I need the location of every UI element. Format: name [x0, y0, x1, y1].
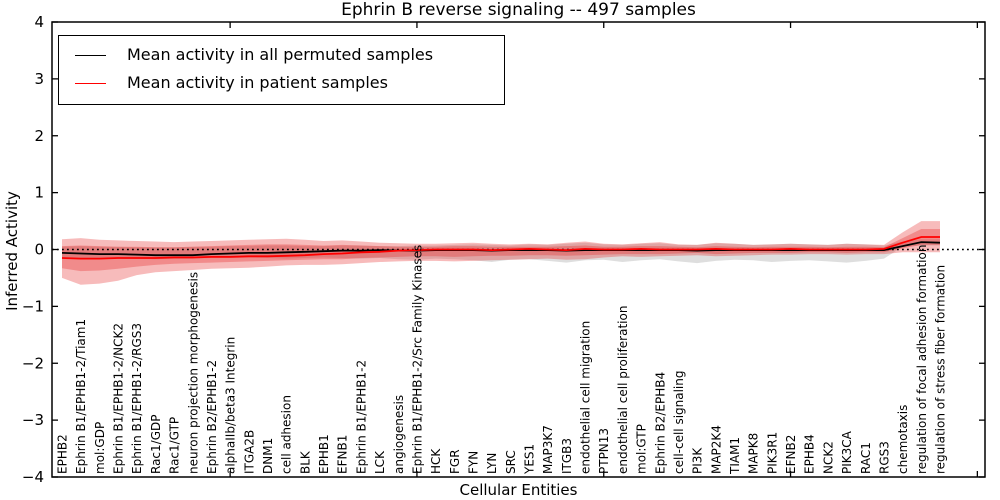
- category-label: PIK3CA: [840, 430, 854, 474]
- y-tick-label: −1: [22, 297, 44, 315]
- y-tick-label: −3: [22, 411, 44, 429]
- category-label: BLK: [298, 450, 312, 474]
- category-label: YES1: [523, 444, 537, 475]
- category-label: LYN: [485, 453, 499, 474]
- category-label: Ephrin B1/EPHB1-2/NCK2: [112, 323, 126, 474]
- legend-entry-patient: Mean activity in patient samples: [75, 73, 492, 93]
- category-label: RGS3: [878, 441, 892, 474]
- y-tick-label: 4: [34, 13, 44, 31]
- patient-outer-band: [62, 221, 940, 285]
- category-label: Ephrin B2/EPHB1-2: [205, 360, 219, 474]
- legend: Mean activity in all permuted samples Me…: [58, 35, 505, 105]
- category-label: ITGB3: [560, 438, 574, 474]
- y-tick-label: −2: [22, 354, 44, 372]
- category-label: Rac1/GTP: [168, 417, 182, 474]
- legend-line-sample-red: [75, 82, 106, 84]
- category-label: EPHB1: [317, 434, 331, 474]
- legend-label: Mean activity in all permuted samples: [127, 45, 434, 64]
- category-label: Ephrin B1/EPHB1-2/Src Family Kinases: [410, 245, 424, 474]
- category-label: Ephrin B1/EPHB1-2/Tiam1: [74, 319, 88, 474]
- y-axis-title: Inferred Activity: [3, 191, 21, 311]
- category-label: alphaIIb/beta3 Integrin: [224, 337, 238, 474]
- category-label: cell adhesion: [280, 395, 294, 474]
- category-label: PI3K: [691, 447, 705, 474]
- category-label: Ephrin B2/EPHB4: [653, 372, 667, 474]
- category-label: regulation of focal adhesion formation: [915, 245, 929, 474]
- legend-line-sample-black: [75, 54, 106, 56]
- category-label: RAC1: [859, 442, 873, 474]
- y-tick-label: −4: [22, 468, 44, 486]
- category-label: endothelial cell migration: [579, 321, 593, 474]
- category-label: EPHB4: [803, 434, 817, 474]
- category-label: FGR: [448, 449, 462, 474]
- category-label: Ephrin B1/EPHB1-2/RGS3: [130, 323, 144, 474]
- patient-mean-line: [61, 236, 940, 260]
- category-label: MAP3K7: [541, 425, 555, 474]
- category-label: FYN: [467, 451, 481, 474]
- category-label: EFNB1: [336, 435, 350, 474]
- category-label: TIAM1: [728, 437, 742, 475]
- legend-label: Mean activity in patient samples: [127, 73, 388, 92]
- category-label: endothelial cell proliferation: [616, 306, 630, 474]
- category-label: mol:GTP: [635, 424, 649, 474]
- category-label: DNM1: [261, 438, 275, 474]
- category-label: PTPN13: [597, 428, 611, 474]
- category-label: Rac1/GDP: [149, 415, 163, 474]
- category-label: MAPK8: [747, 433, 761, 474]
- y-tick-label: 2: [34, 127, 44, 145]
- category-label: Ephrin B1/EPHB1-2: [354, 360, 368, 474]
- y-tick-label: 0: [34, 241, 44, 259]
- category-label: mol:GDP: [93, 422, 107, 474]
- category-label: chemotaxis: [896, 405, 910, 474]
- y-tick-label: 3: [34, 70, 44, 88]
- category-label: neuron projection morphogenesis: [186, 272, 200, 474]
- x-axis-title: Cellular Entities: [459, 481, 578, 499]
- category-label: SRC: [504, 450, 518, 474]
- category-label: regulation of stress fiber formation: [934, 265, 948, 474]
- category-label: HCK: [429, 448, 443, 474]
- category-label: ITGA2B: [242, 430, 256, 474]
- y-tick-label: 1: [34, 184, 44, 202]
- category-label: angiogenesis: [392, 395, 406, 474]
- category-label: EFNB2: [784, 435, 798, 474]
- category-label: cell-cell signaling: [672, 371, 686, 475]
- category-label: NCK2: [821, 441, 835, 474]
- category-label: EPHB2: [56, 434, 70, 474]
- category-label: LCK: [373, 450, 387, 474]
- legend-entry-permuted: Mean activity in all permuted samples: [75, 45, 492, 65]
- category-label: PIK3R1: [765, 432, 779, 474]
- chart-title: Ephrin B reverse signaling -- 497 sample…: [341, 0, 696, 20]
- category-label: MAP2K4: [709, 425, 723, 474]
